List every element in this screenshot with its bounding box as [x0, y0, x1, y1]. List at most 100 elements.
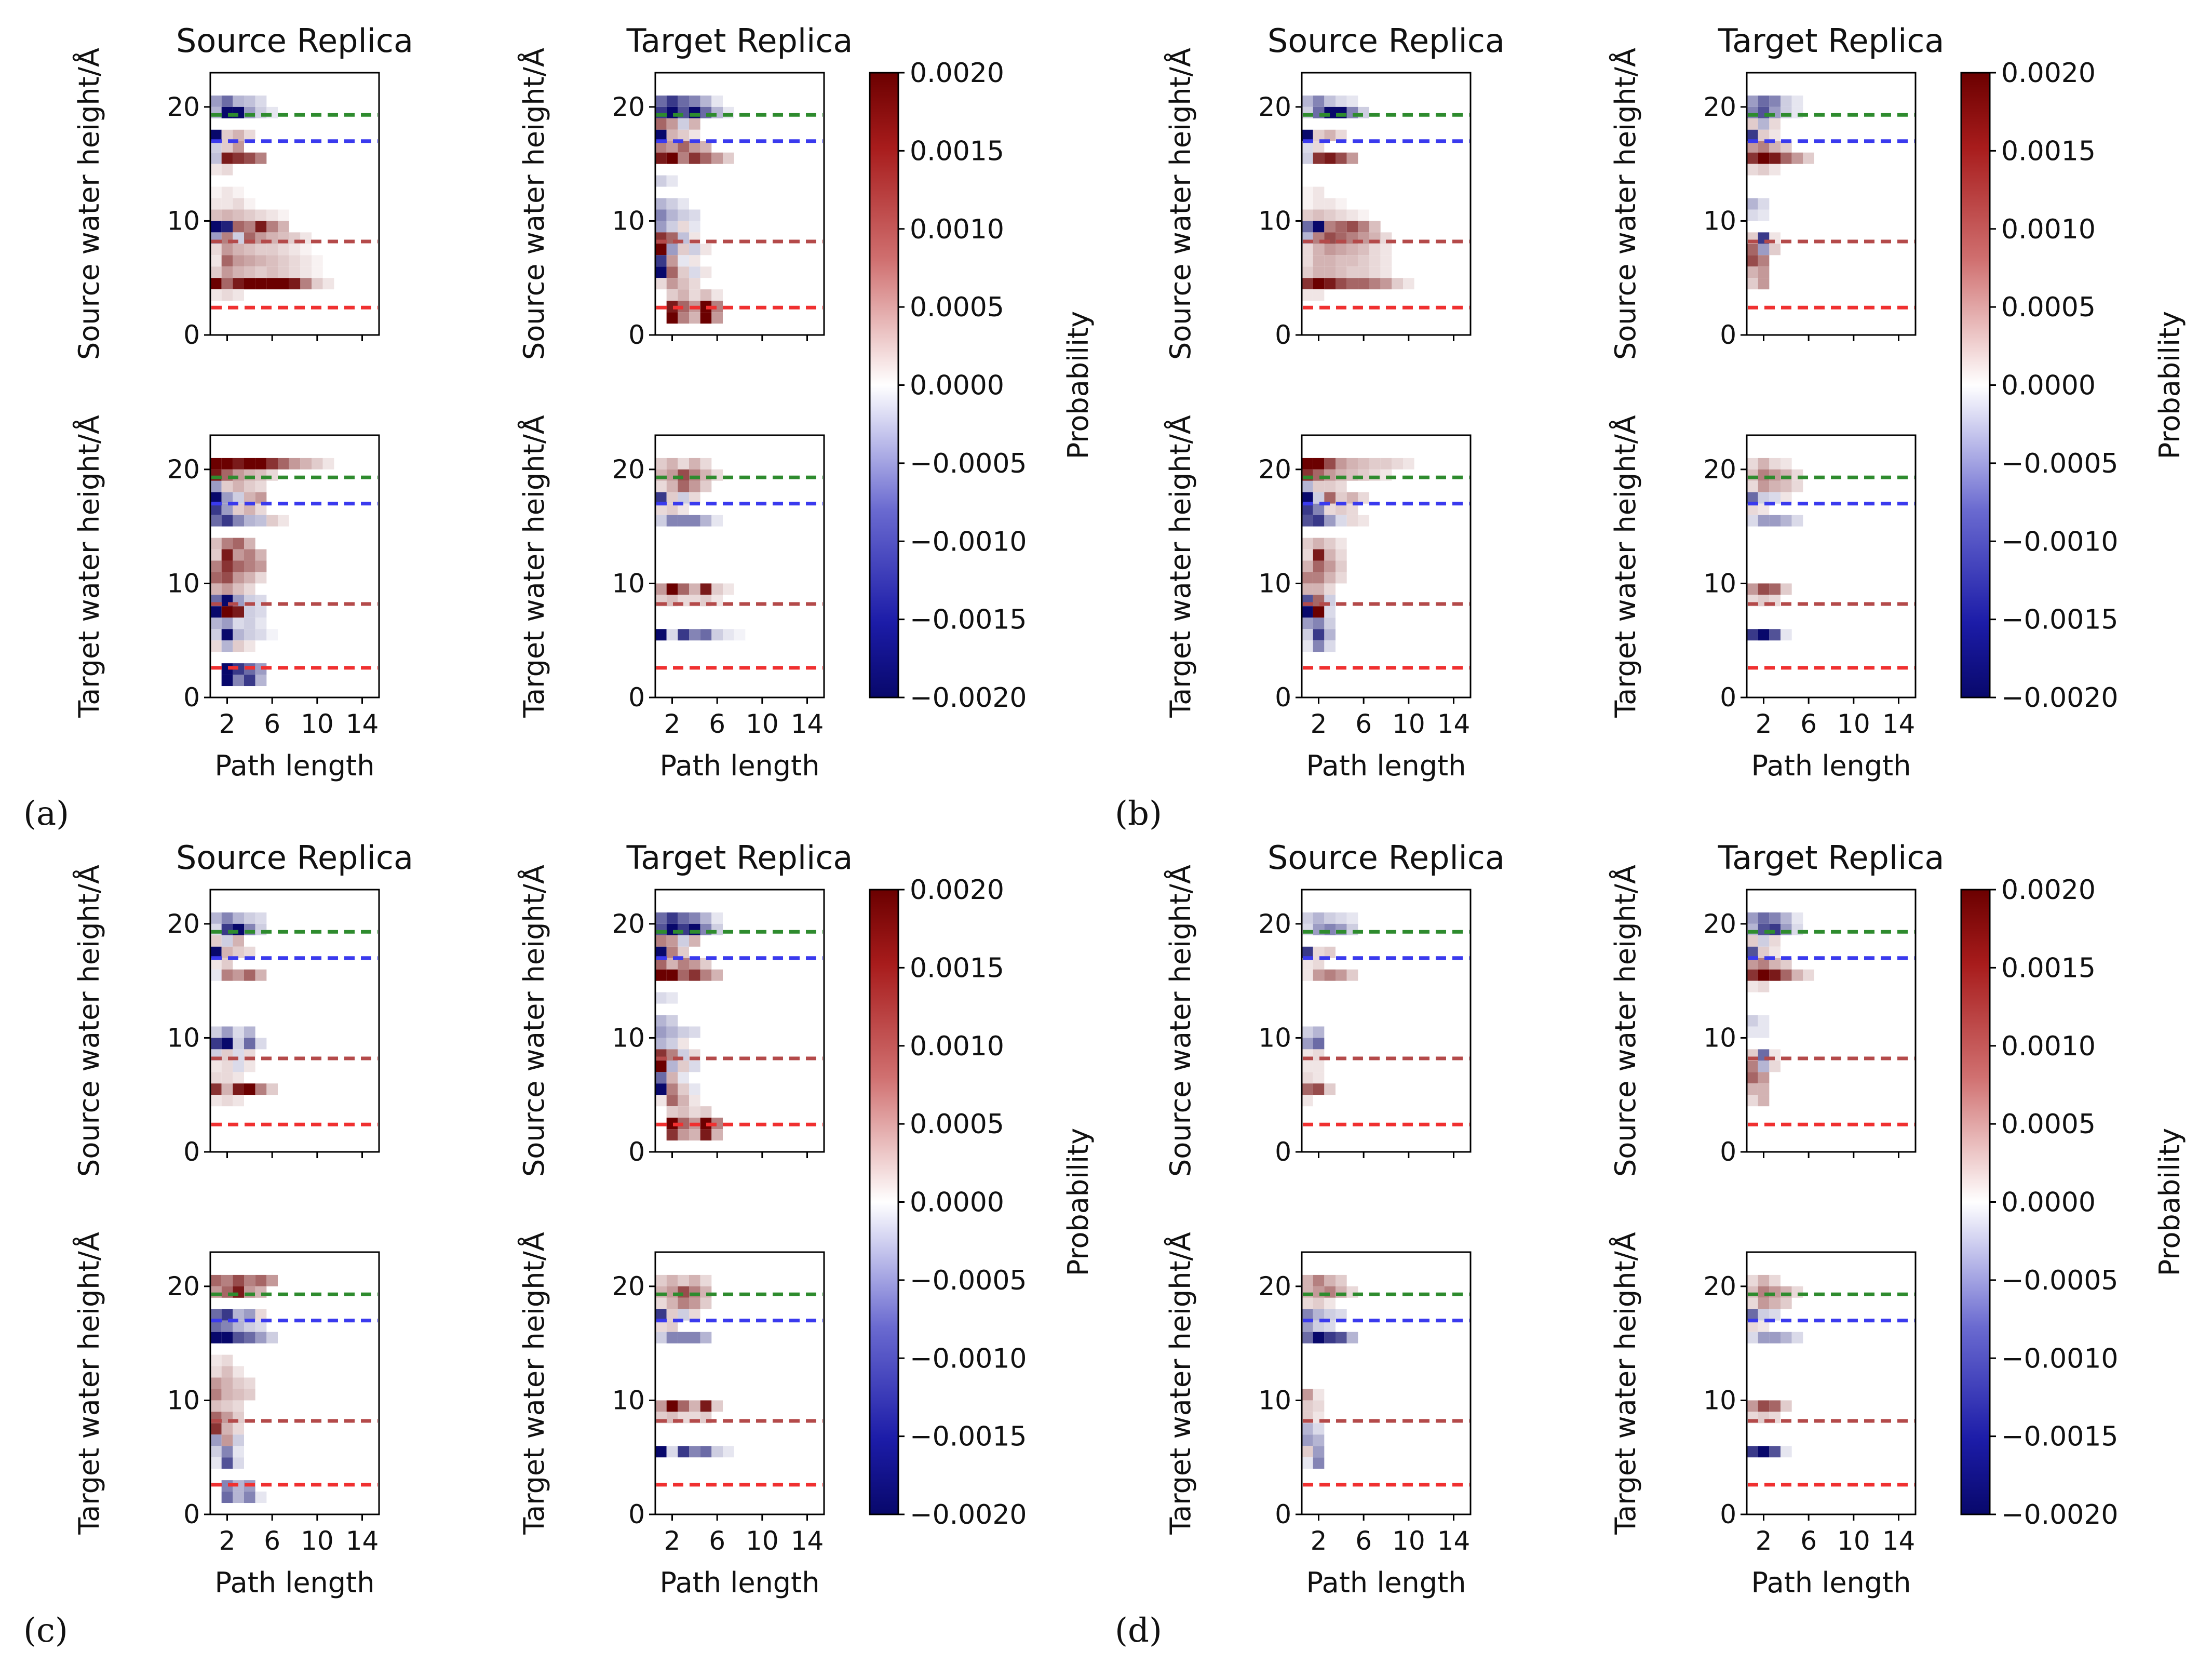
heatmap-cell — [210, 503, 222, 515]
heatmap-cell — [1346, 244, 1358, 256]
panel-letter: (a) — [23, 795, 69, 833]
x-tick-label: 6 — [264, 709, 280, 739]
heatmap-cell — [655, 912, 667, 924]
heatmap-cell — [655, 1072, 667, 1084]
y-tick-label: 10 — [167, 1385, 200, 1415]
heatmap-cell — [1313, 289, 1325, 301]
heatmap-cell — [678, 1106, 689, 1118]
heatmap-cell — [666, 1038, 678, 1050]
heatmap-cell — [1781, 1400, 1792, 1412]
heatmap-cell — [689, 1446, 700, 1458]
heatmap-cell — [1758, 1026, 1770, 1038]
heatmap-cell — [666, 95, 678, 107]
heatmap-cell — [1769, 129, 1781, 141]
heatmap-cell — [255, 617, 267, 629]
heatmap-cell — [1758, 198, 1770, 210]
heatmap-cell — [244, 492, 255, 504]
heatmap-cell — [255, 152, 267, 164]
heatmap-cell — [255, 1492, 267, 1503]
heatmap-cell — [210, 560, 222, 572]
heatmap-cell — [1336, 278, 1347, 290]
heatmap-cell — [1324, 1309, 1336, 1321]
heatmap-cell — [1769, 515, 1781, 527]
heatmap-cell — [233, 1095, 244, 1107]
heatmap-cell — [233, 278, 244, 290]
x-tick-label: 10 — [1392, 1526, 1425, 1556]
heatmap-cell — [233, 1366, 244, 1378]
heatmap-cell — [1369, 278, 1381, 290]
source-axes: 0 10 20 Source water height/Å — [72, 48, 380, 360]
heatmap-cell — [1781, 492, 1792, 504]
heatmap-cell — [700, 152, 712, 164]
heatmap-cell — [266, 209, 278, 221]
heatmap-cell — [1302, 492, 1313, 504]
heatmap-cell — [221, 1095, 233, 1107]
heatmap-cell — [655, 1274, 667, 1286]
heatmap-cell — [255, 572, 267, 584]
heatmap-cell — [678, 1095, 689, 1107]
y-tick-label: 20 — [167, 909, 200, 939]
heatmap-cell — [1758, 129, 1770, 141]
heatmap-cell — [221, 675, 233, 687]
colorbar-tick-label: 0.0005 — [2001, 292, 2096, 323]
heatmap-cell — [221, 958, 233, 970]
heatmap-cell — [1302, 958, 1313, 970]
heatmap-cell — [1758, 152, 1770, 164]
heatmap-cell — [678, 266, 689, 278]
heatmap-cell — [1302, 549, 1313, 561]
heatmap-cell — [210, 1060, 222, 1072]
heatmap-cell — [300, 255, 312, 267]
heatmap-cell — [255, 1274, 267, 1286]
heatmap-cell — [255, 606, 267, 618]
heatmap-cell — [255, 503, 267, 515]
heatmap-cell — [233, 480, 244, 492]
heatmap-cell — [666, 1129, 678, 1141]
axes-frame — [654, 72, 825, 336]
x-tick-label: 6 — [709, 709, 725, 739]
heatmap-cell — [1313, 629, 1325, 641]
heatmap-cell — [1758, 164, 1770, 176]
heatmap-cell — [233, 221, 244, 233]
y-tick-label: 0 — [1720, 320, 1736, 350]
heatmap-cell — [1336, 969, 1347, 981]
heatmap-cell — [1747, 1026, 1758, 1038]
heatmap-cell — [1313, 1026, 1325, 1038]
heatmap-cell — [689, 1106, 700, 1118]
heatmap-cell — [700, 1106, 712, 1118]
heatmap-cell — [233, 141, 244, 153]
heatmap-cell — [255, 560, 267, 572]
heatmap-cell — [1313, 209, 1325, 221]
heatmap-cell — [666, 1446, 678, 1458]
heatmap-cell — [666, 152, 678, 164]
heatmap-cell — [1324, 458, 1336, 469]
heatmap-cell — [689, 492, 700, 504]
heatmap-cell — [1747, 583, 1758, 595]
heatmap-cell — [244, 209, 255, 221]
heatmap-cell — [1758, 209, 1770, 221]
heatmap-cell — [221, 912, 233, 924]
heatmap-cell — [1346, 152, 1358, 164]
heatmap-cell — [233, 186, 244, 198]
heatmap-cell — [1791, 912, 1803, 924]
heatmap-cell — [689, 1274, 700, 1286]
heatmap-cell — [1769, 164, 1781, 176]
heatmap-cell — [655, 1026, 667, 1038]
heatmap-cell — [221, 503, 233, 515]
heatmap-cell — [666, 458, 678, 469]
heatmap-cell — [278, 278, 289, 290]
heatmap-cell — [244, 458, 255, 469]
heatmap-cell — [678, 1309, 689, 1321]
heatmap-cell — [244, 266, 255, 278]
x-axis-label: Path length — [1306, 749, 1466, 782]
heatmap-cell — [689, 1129, 700, 1141]
axes-frame — [654, 1251, 825, 1515]
source-axes: 0 10 20 Source water height/Å — [1609, 48, 1917, 360]
heatmap-cell — [255, 209, 267, 221]
heatmap-cell — [689, 95, 700, 107]
colorbar-gradient — [1960, 889, 1991, 1515]
heatmap-cell — [221, 1492, 233, 1503]
heatmap-cell — [312, 266, 323, 278]
heatmap-cell — [1336, 95, 1347, 107]
heatmap-cell — [678, 1297, 689, 1309]
